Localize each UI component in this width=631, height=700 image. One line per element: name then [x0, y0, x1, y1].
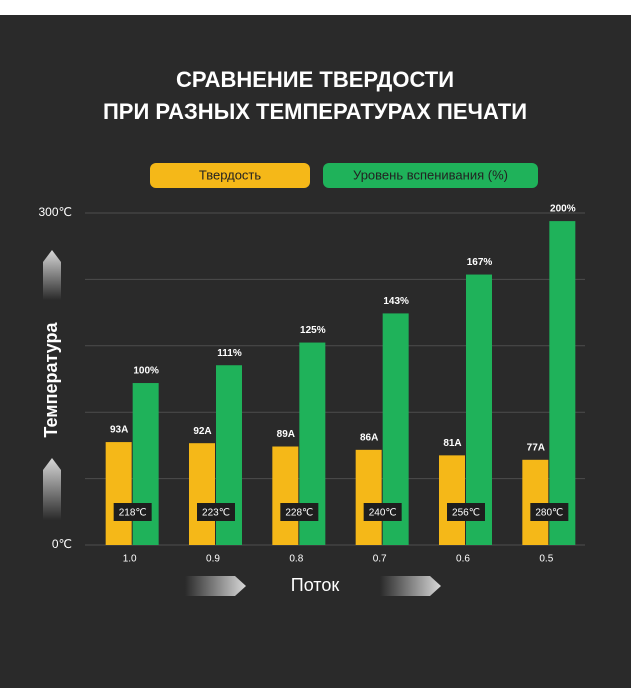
arrow-decoration [43, 458, 61, 520]
temperature-badge [363, 503, 402, 521]
bar [272, 446, 299, 545]
legend-label: Уровень вспенивания (%) [353, 167, 508, 182]
value-label: 100% [133, 366, 159, 377]
bar [355, 449, 382, 545]
bar [105, 442, 132, 545]
value-label: 111% [217, 348, 242, 359]
temperature-label: 280℃ [535, 508, 563, 519]
temperature-badge [447, 503, 485, 521]
temperature-label: 223℃ [202, 508, 230, 519]
value-label: 167% [467, 257, 493, 268]
temperature-badge [197, 503, 235, 521]
value-label: 86A [360, 432, 378, 443]
y-tick-label: 300℃ [39, 205, 73, 219]
legend-label: Твердость [199, 167, 262, 182]
arrow-decoration [185, 576, 246, 596]
x-tick-label: 0.5 [539, 554, 553, 565]
temperature-badge [113, 503, 152, 521]
y-tick-label: 0℃ [52, 537, 72, 551]
temperature-label: 218℃ [119, 508, 147, 519]
arrow-decoration [380, 576, 441, 596]
x-tick-label: 0.6 [456, 554, 470, 565]
x-axis-label: Поток [291, 575, 340, 595]
value-label: 77A [527, 442, 545, 453]
value-label: 143% [383, 296, 409, 307]
temperature-label: 228℃ [285, 508, 313, 519]
value-label: 125% [300, 325, 326, 336]
temperature-badge [530, 503, 569, 521]
x-tick-label: 0.8 [289, 554, 303, 565]
legend-swatch [323, 163, 538, 188]
bar [549, 221, 576, 545]
chart-title: СРАВНЕНИЕ ТВЕРДОСТИ [176, 67, 454, 92]
value-label: 81A [443, 438, 461, 449]
chart-title: ПРИ РАЗНЫХ ТЕМПЕРАТУРАХ ПЕЧАТИ [103, 99, 527, 124]
value-label: 89A [277, 429, 295, 440]
y-axis-label: Температура [41, 321, 61, 437]
bar [466, 274, 492, 545]
temperature-badge [280, 503, 319, 521]
x-tick-label: 1.0 [123, 554, 137, 565]
temperature-label: 240℃ [369, 508, 397, 519]
legend-swatch [150, 163, 310, 188]
arrow-decoration [43, 250, 61, 300]
x-tick-label: 0.7 [373, 554, 387, 565]
value-label: 200% [550, 204, 576, 215]
value-label: 92A [193, 426, 211, 437]
x-tick-label: 0.9 [206, 554, 220, 565]
bar [189, 443, 215, 545]
value-label: 93A [110, 425, 128, 436]
bar [439, 455, 465, 545]
bar [522, 459, 549, 545]
temperature-label: 256℃ [452, 508, 480, 519]
